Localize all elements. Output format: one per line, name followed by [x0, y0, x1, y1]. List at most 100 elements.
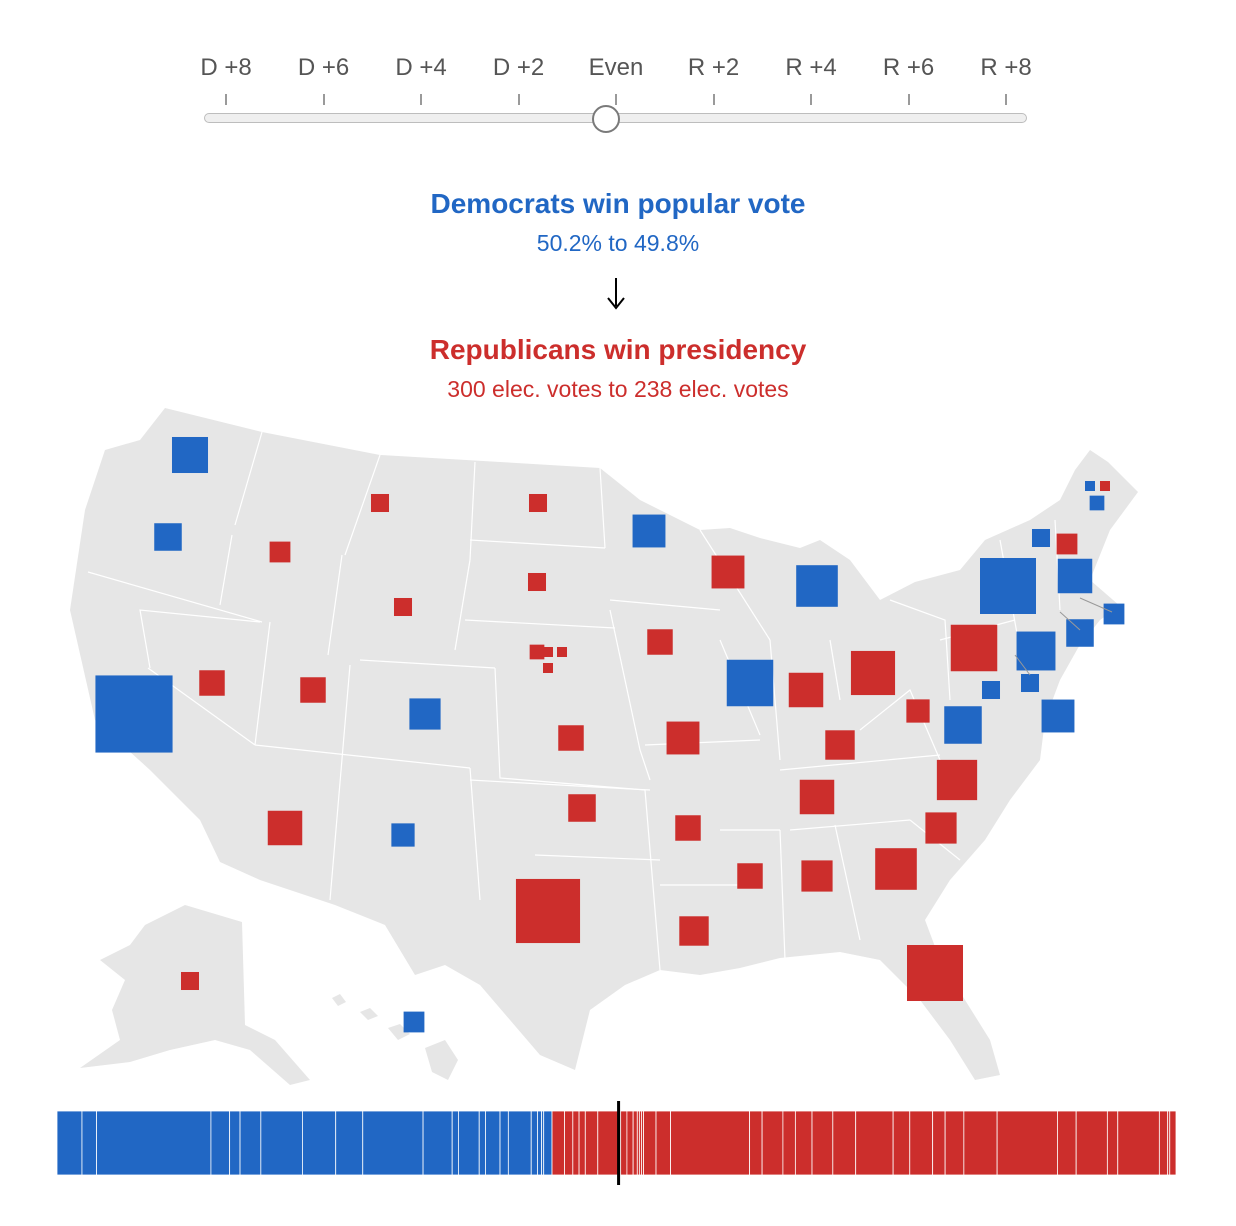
- state-square-ms[interactable]: [737, 863, 763, 889]
- state-square-nd[interactable]: [528, 493, 548, 513]
- state-square-nc[interactable]: [936, 759, 978, 801]
- ev-bar-segment-ut[interactable]: [584, 1110, 599, 1176]
- ev-bar-segment-nc[interactable]: [1075, 1110, 1108, 1176]
- ev-bar-segment-nj[interactable]: [422, 1110, 453, 1176]
- ev-bar-segment-ok[interactable]: [655, 1110, 671, 1176]
- state-square-ne-3[interactable]: [543, 663, 553, 673]
- state-square-tx[interactable]: [515, 878, 581, 944]
- ev-bar-segment-ky[interactable]: [892, 1110, 911, 1176]
- ev-bar-segment-mt[interactable]: [572, 1110, 580, 1176]
- slider-tick-label[interactable]: R +6: [882, 54, 935, 81]
- ev-bar-segment-vt[interactable]: [530, 1110, 538, 1176]
- state-square-ne-1[interactable]: [543, 647, 553, 657]
- state-square-ca[interactable]: [95, 675, 173, 753]
- ev-bar-segment-md[interactable]: [458, 1110, 480, 1176]
- state-square-ct[interactable]: [1066, 619, 1094, 647]
- ev-bar-segment-dc[interactable]: [478, 1110, 486, 1176]
- ev-bar-segment-va[interactable]: [335, 1110, 364, 1176]
- ev-bar-segment-mi[interactable]: [302, 1110, 337, 1176]
- ev-bar-segment-pa[interactable]: [1117, 1110, 1160, 1176]
- state-square-mo[interactable]: [666, 721, 700, 755]
- state-square-il[interactable]: [726, 659, 774, 707]
- ev-bar-segment-ak[interactable]: [1169, 1110, 1177, 1176]
- ev-bar-segment-ga[interactable]: [963, 1110, 998, 1176]
- state-square-nh[interactable]: [1056, 533, 1078, 555]
- ev-bar-segment-ny[interactable]: [362, 1110, 424, 1176]
- ev-bar-segment-mo[interactable]: [761, 1110, 784, 1176]
- ev-bar-segment-ca[interactable]: [96, 1110, 212, 1176]
- ev-bar-segment-oh[interactable]: [855, 1110, 894, 1176]
- ev-bar-segment-tx[interactable]: [670, 1110, 751, 1176]
- ev-bar-segment-ks[interactable]: [643, 1110, 657, 1176]
- ev-bar-segment-nd[interactable]: [620, 1110, 628, 1176]
- state-square-az[interactable]: [267, 810, 303, 846]
- state-square-sd[interactable]: [527, 572, 547, 592]
- slider-tick-label[interactable]: D +4: [395, 54, 447, 81]
- slider-tick-label[interactable]: R +2: [687, 54, 740, 81]
- state-square-mn[interactable]: [632, 514, 666, 548]
- state-square-la[interactable]: [679, 916, 709, 946]
- ev-bar-segment-ne[interactable]: [632, 1110, 638, 1176]
- ev-bar-segment-wv[interactable]: [1106, 1110, 1119, 1176]
- slider-tick-label[interactable]: D +2: [492, 54, 545, 81]
- state-square-dc[interactable]: [981, 680, 1001, 700]
- state-square-ri[interactable]: [1103, 603, 1125, 625]
- ev-bar-segment-la[interactable]: [794, 1110, 813, 1176]
- state-square-me-2[interactable]: [1100, 481, 1110, 491]
- ev-bar-segment-ct[interactable]: [485, 1110, 501, 1176]
- ev-bar-segment-nh[interactable]: [1158, 1110, 1169, 1176]
- state-square-mt[interactable]: [370, 493, 390, 513]
- ev-bar-segment-de[interactable]: [451, 1110, 459, 1176]
- state-square-wv[interactable]: [906, 699, 930, 723]
- ev-bar-segment-or[interactable]: [81, 1110, 97, 1176]
- ev-bar-segment-al[interactable]: [944, 1110, 965, 1176]
- state-square-nj[interactable]: [1016, 631, 1056, 671]
- slider-tick-label[interactable]: R +8: [980, 54, 1032, 81]
- state-square-va[interactable]: [944, 706, 982, 744]
- state-square-al[interactable]: [801, 860, 833, 892]
- ev-bar-segment-sc[interactable]: [1057, 1110, 1077, 1176]
- state-square-ny[interactable]: [979, 557, 1037, 615]
- state-square-ar[interactable]: [675, 815, 701, 841]
- ev-bar-segment-tn[interactable]: [909, 1110, 934, 1176]
- ev-bar-segment-ia[interactable]: [749, 1110, 763, 1176]
- state-square-tn[interactable]: [799, 779, 835, 815]
- ev-bar-segment-nm[interactable]: [229, 1110, 241, 1176]
- ev-bar-segment-nv[interactable]: [551, 1110, 565, 1176]
- slider-tick-label[interactable]: D +8: [200, 54, 252, 81]
- ev-bar-segment-wy[interactable]: [578, 1110, 586, 1176]
- state-square-wy[interactable]: [393, 597, 413, 617]
- state-square-hi[interactable]: [403, 1011, 425, 1033]
- state-square-or[interactable]: [154, 523, 182, 551]
- state-square-ut[interactable]: [300, 677, 326, 703]
- state-square-ma[interactable]: [1057, 558, 1093, 594]
- state-square-wa[interactable]: [171, 436, 209, 474]
- state-square-vt[interactable]: [1031, 528, 1051, 548]
- ev-bar-segment-id[interactable]: [564, 1110, 574, 1176]
- slider-tick-label[interactable]: R +4: [785, 54, 837, 81]
- state-square-sc[interactable]: [925, 812, 957, 844]
- state-square-nm[interactable]: [391, 823, 415, 847]
- state-square-ia[interactable]: [647, 629, 673, 655]
- ev-bar-segment-ri[interactable]: [499, 1110, 509, 1176]
- ev-bar-segment-in[interactable]: [832, 1110, 857, 1176]
- state-square-me-1[interactable]: [1085, 481, 1095, 491]
- state-square-co[interactable]: [409, 698, 441, 730]
- state-square-md[interactable]: [1041, 699, 1075, 733]
- state-square-mi[interactable]: [796, 565, 838, 607]
- state-square-oh[interactable]: [850, 650, 896, 696]
- state-square-ky[interactable]: [825, 730, 855, 760]
- state-square-ak[interactable]: [180, 971, 200, 991]
- ev-bar-segment-wi[interactable]: [811, 1110, 834, 1176]
- ev-bar-segment-ar[interactable]: [782, 1110, 796, 1176]
- state-square-fl[interactable]: [906, 944, 964, 1002]
- margin-slider[interactable]: D +8 D +6 D +4 D +2 Even R +2 R +4 R +6 R +8: [0, 0, 1236, 150]
- state-square-nv[interactable]: [199, 670, 225, 696]
- state-square-ks[interactable]: [558, 725, 584, 751]
- ev-bar-segment-sd[interactable]: [626, 1110, 634, 1176]
- ev-bar-segment-il[interactable]: [260, 1110, 303, 1176]
- ev-bar-segment-ma[interactable]: [507, 1110, 532, 1176]
- state-square-ne[interactable]: [529, 644, 545, 660]
- ev-bar-segment-wa[interactable]: [56, 1110, 83, 1176]
- state-square-me[interactable]: [1089, 495, 1105, 511]
